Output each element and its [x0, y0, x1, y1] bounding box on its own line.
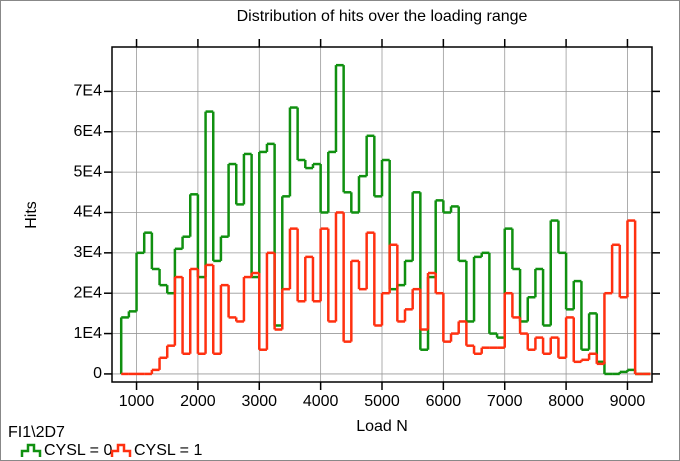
x-tick-label: 9000 — [610, 393, 646, 410]
x-tick-label: 5000 — [364, 393, 400, 410]
x-tick-label: 1000 — [119, 393, 155, 410]
x-tick-label: 8000 — [548, 393, 584, 410]
legend-icon — [110, 443, 132, 457]
legend-label: CYSL = 0 — [44, 442, 112, 459]
y-tick-label: 7E4 — [74, 83, 103, 100]
plot-border — [111, 46, 653, 383]
y-tick-label: 5E4 — [74, 163, 103, 180]
x-tick-label: 7000 — [487, 393, 523, 410]
y-tick-label: 3E4 — [74, 244, 103, 261]
x-tick-label: 3000 — [241, 393, 277, 410]
note: FI1\2D7 — [8, 424, 65, 441]
y-tick-label: 2E4 — [74, 284, 103, 301]
y-axis-label: Hits — [23, 201, 40, 229]
legend-label: CYSL = 1 — [134, 442, 202, 459]
y-tick-label: 1E4 — [74, 325, 103, 342]
x-axis-label: Load N — [356, 418, 408, 435]
x-tick-label: 6000 — [426, 393, 462, 410]
y-tick-label: 0 — [93, 365, 102, 382]
y-tick-label: 4E4 — [74, 204, 103, 221]
x-tick-label: 4000 — [303, 393, 339, 410]
x-tick-label: 2000 — [180, 393, 216, 410]
y-tick-label: 6E4 — [74, 123, 103, 140]
chart-title: Distribution of hits over the loading ra… — [237, 8, 528, 25]
legend-icon — [20, 443, 42, 457]
